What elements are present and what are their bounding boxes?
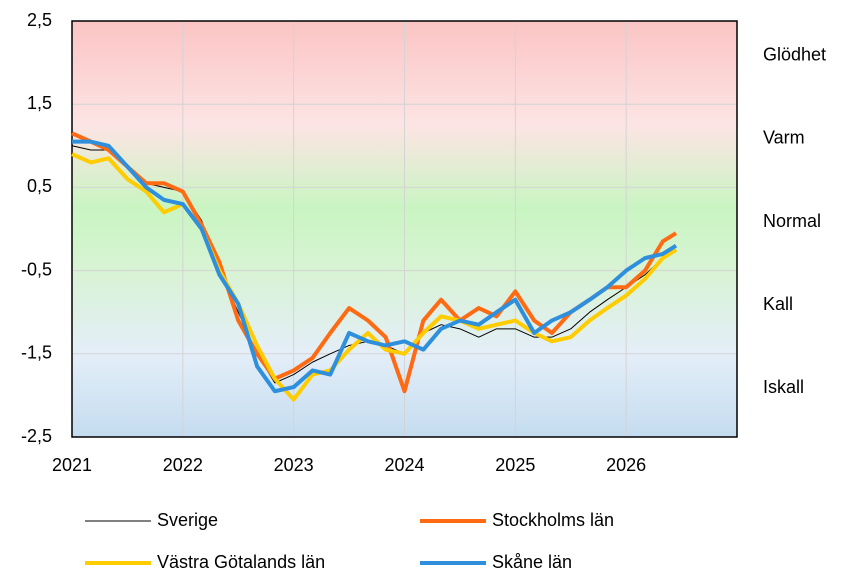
y-tick-label: -2,5 (21, 426, 52, 446)
zone-label: Varm (763, 128, 805, 148)
x-tick-label: 2026 (606, 455, 646, 475)
legend-label: Sverige (157, 510, 218, 530)
y-tick-label: -1,5 (21, 343, 52, 363)
y-tick-label: 2,5 (27, 10, 52, 30)
y-tick-label: 1,5 (27, 93, 52, 113)
zone-label: Glödhet (763, 44, 826, 64)
y-tick-label: 0,5 (27, 176, 52, 196)
zone-label: Kall (763, 294, 793, 314)
x-tick-label: 2021 (52, 455, 92, 475)
legend-label: Stockholms län (492, 510, 614, 530)
x-tick-label: 2024 (384, 455, 424, 475)
x-tick-label: 2023 (274, 455, 314, 475)
legend-label: Skåne län (492, 552, 572, 572)
series-line (72, 139, 678, 394)
zone-label: Normal (763, 211, 821, 231)
zone-label: Iskall (763, 377, 804, 397)
series-line (71, 152, 678, 402)
x-tick-label: 2022 (163, 455, 203, 475)
plot-frame (71, 20, 738, 438)
x-tick-label: 2025 (495, 455, 535, 475)
y-tick-label: -0,5 (21, 259, 52, 279)
legend-label: Västra Götalands län (157, 552, 325, 572)
